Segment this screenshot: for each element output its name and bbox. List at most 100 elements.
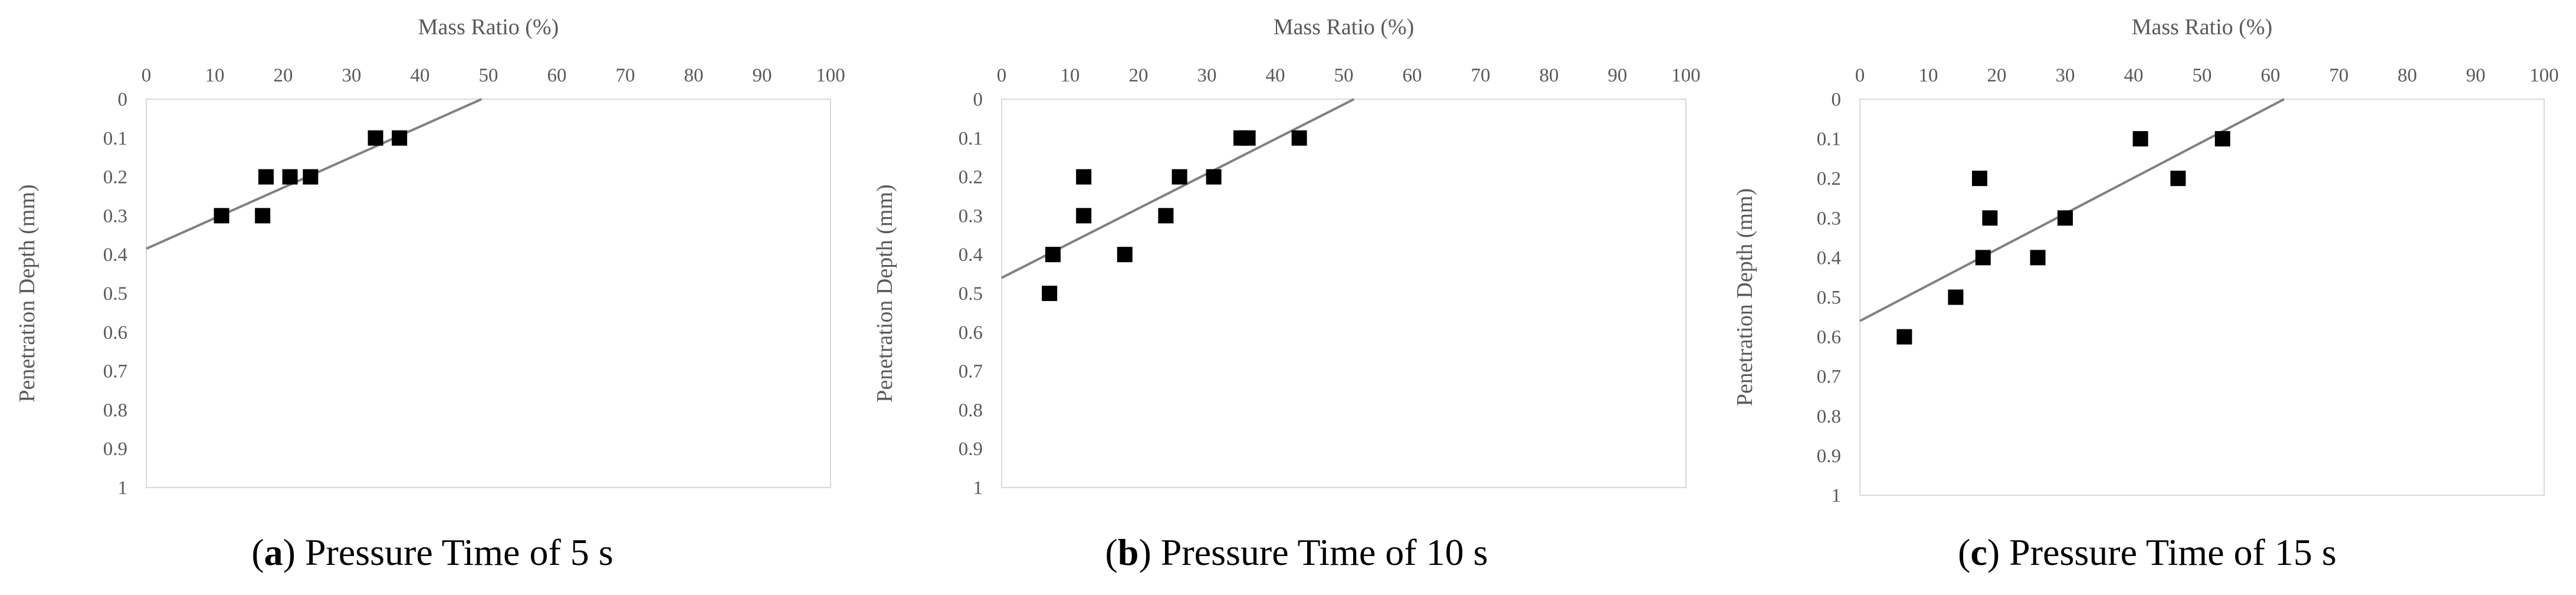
data-point <box>258 169 274 185</box>
data-point <box>2214 131 2230 147</box>
y-tick-label: 0.1 <box>959 128 983 149</box>
caption-text: Pressure Time of 10 s <box>1161 531 1488 573</box>
data-point <box>1042 286 1058 301</box>
y-tick-label: 1 <box>973 478 983 499</box>
plot-area <box>146 99 831 488</box>
caption-letter: b <box>1118 531 1139 573</box>
panel-caption: (a) Pressure Time of 5 s <box>251 531 613 573</box>
data-point <box>367 130 383 146</box>
caption-paren-close: ) <box>1138 531 1160 573</box>
data-point <box>1975 250 1991 266</box>
x-tick-label: 20 <box>274 65 293 86</box>
y-tick-label: 1 <box>118 478 128 499</box>
data-point <box>1206 169 1222 185</box>
data-point <box>1240 130 1256 146</box>
y-tick-label: 0.6 <box>959 322 983 344</box>
x-tick-label: 10 <box>205 65 225 86</box>
data-point <box>1076 208 1092 224</box>
trendline <box>1859 98 2285 322</box>
x-tick-label: 80 <box>1540 65 1559 86</box>
y-tick-label: 0.8 <box>103 400 127 421</box>
data-point <box>392 130 408 146</box>
y-tick-label: 0.3 <box>103 205 127 227</box>
caption-paren-close: ) <box>283 531 305 573</box>
data-point <box>2132 131 2148 147</box>
caption-letter: a <box>264 531 283 573</box>
x-tick-label: 10 <box>1919 65 1938 86</box>
caption-text: Pressure Time of 5 s <box>305 531 613 573</box>
data-point <box>2057 210 2073 226</box>
y-tick-label: 0.2 <box>1817 168 1841 189</box>
x-tick-label: 50 <box>479 65 498 86</box>
x-axis-title: Mass Ratio (%) <box>2132 15 2273 40</box>
y-tick-label: 0.6 <box>103 322 127 344</box>
y-tick-label: 0.6 <box>1817 327 1841 348</box>
y-tick-label: 0.1 <box>1817 129 1841 150</box>
data-point <box>1982 210 1998 226</box>
x-tick-label: 100 <box>1671 65 1701 86</box>
caption-paren-open: ( <box>251 531 264 573</box>
y-tick-label: 0.7 <box>959 361 983 382</box>
x-tick-label: 80 <box>2398 65 2417 86</box>
chart-panel-a: 0 10 20 30 40 50 60 70 80 90 100 0 0.1 0.2 0.3 0.4 0.5 0.… <box>15 15 845 573</box>
y-tick-label: 0.4 <box>1817 247 1841 269</box>
y-tick-label: 0.5 <box>1817 287 1841 309</box>
y-tick-label: 0.9 <box>1817 446 1841 467</box>
x-tick-label: 40 <box>1266 65 1285 86</box>
x-tick-label: 50 <box>2193 65 2212 86</box>
y-axis-title: Penetration Depth (mm) <box>1732 188 1757 406</box>
y-tick-label: 0 <box>118 89 128 110</box>
y-tick-label: 0.3 <box>1817 208 1841 229</box>
x-tick-label: 90 <box>753 65 772 86</box>
chart-panel-b: 0 10 20 30 40 50 60 70 80 90 100 0 0.1 0.2 0.3 0.4 0.5 0.… <box>872 15 1701 573</box>
y-tick-label: 0.8 <box>1817 406 1841 427</box>
x-tick-label: 100 <box>2529 65 2559 86</box>
x-tick-label: 70 <box>2329 65 2349 86</box>
data-point <box>1045 247 1061 263</box>
data-point <box>1158 208 1174 224</box>
data-point <box>1896 329 1912 345</box>
data-point <box>282 169 298 185</box>
x-tick-label: 40 <box>2124 65 2144 86</box>
x-tick-label: 90 <box>2466 65 2486 86</box>
x-tick-label: 30 <box>2056 65 2075 86</box>
y-tick-label: 1 <box>1832 485 1842 506</box>
data-point <box>1117 247 1133 263</box>
x-tick-label: 100 <box>816 65 845 86</box>
x-tick-label: 40 <box>411 65 430 86</box>
y-tick-label: 0.5 <box>103 283 127 305</box>
y-tick-label: 0.4 <box>959 244 983 266</box>
x-tick-label: 20 <box>1129 65 1148 86</box>
y-tick-label: 0.9 <box>959 439 983 460</box>
caption-paren-open: ( <box>1105 531 1118 573</box>
panel-caption: (b) Pressure Time of 10 s <box>1105 531 1488 573</box>
x-tick-label: 0 <box>142 65 152 86</box>
x-tick-label: 10 <box>1061 65 1080 86</box>
y-axis-title: Penetration Depth (mm) <box>872 184 897 402</box>
panel-caption: (c) Pressure Time of 15 s <box>1958 531 2337 573</box>
x-axis-title: Mass Ratio (%) <box>1274 15 1415 40</box>
caption-text: Pressure Time of 15 s <box>2009 531 2337 573</box>
y-tick-label: 0.3 <box>959 205 983 227</box>
y-tick-label: 0.4 <box>103 244 127 266</box>
data-point <box>1291 130 1307 146</box>
x-tick-label: 70 <box>1471 65 1491 86</box>
caption-paren-open: ( <box>1958 531 1970 573</box>
x-tick-label: 80 <box>684 65 704 86</box>
y-tick-label: 0.8 <box>959 400 983 421</box>
x-tick-label: 50 <box>1334 65 1354 86</box>
x-tick-label: 20 <box>1987 65 2007 86</box>
plot-area <box>1001 99 1686 488</box>
data-point <box>303 169 319 185</box>
data-point <box>255 208 271 224</box>
x-tick-label: 70 <box>616 65 635 86</box>
data-point <box>2030 250 2046 266</box>
y-tick-label: 0 <box>1832 89 1842 110</box>
x-tick-label: 30 <box>1197 65 1217 86</box>
y-tick-label: 0 <box>973 89 983 110</box>
caption-paren-close: ) <box>1987 531 2009 573</box>
x-tick-label: 90 <box>1608 65 1627 86</box>
y-tick-label: 0.7 <box>103 361 127 382</box>
x-tick-label: 60 <box>2261 65 2280 86</box>
